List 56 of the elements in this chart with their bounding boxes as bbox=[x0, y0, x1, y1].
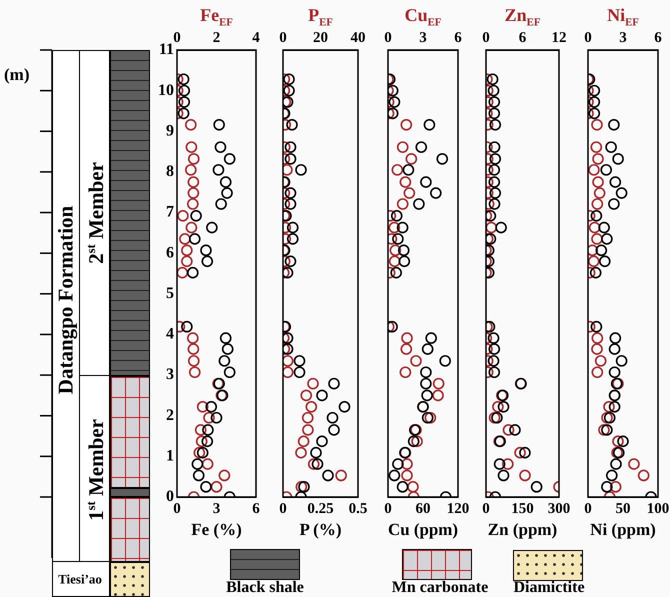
x2-tick-label: 0 bbox=[584, 30, 592, 46]
text: Black shale bbox=[226, 579, 304, 596]
x-tick-label: 60 bbox=[416, 500, 430, 517]
x2-tick-label: 0 bbox=[384, 30, 392, 46]
y-tick-label: 0 bbox=[166, 488, 174, 506]
y-axis-title: (m) bbox=[4, 65, 30, 84]
x2-tick-label: 0 bbox=[279, 30, 287, 46]
y-tick-label: 9 bbox=[166, 122, 174, 140]
x-tick-label: 120 bbox=[446, 500, 470, 517]
y-tick-label: 8 bbox=[166, 163, 174, 180]
x2-tick-label: 6 bbox=[454, 30, 462, 46]
x-axis-title: P (%) bbox=[299, 520, 342, 540]
y-tick-label: 1 bbox=[166, 448, 174, 465]
x-tick-label: 50 bbox=[616, 500, 630, 517]
y-tick-label: 3 bbox=[166, 366, 174, 384]
text: Diamictite bbox=[513, 579, 585, 596]
x-tick-label: 0 bbox=[584, 500, 592, 517]
x-tick-label: 0 bbox=[384, 500, 392, 517]
text: Datangpo Formation bbox=[54, 206, 78, 394]
x2-tick-label: 40 bbox=[350, 30, 366, 46]
x-tick-label: 0 bbox=[279, 500, 287, 517]
x2-axis-title: Fe$_{EF}$ bbox=[200, 5, 233, 29]
x2-tick-label: 6 bbox=[518, 30, 527, 46]
x2-tick-label: 6 bbox=[654, 30, 662, 46]
y-tick-label: 10 bbox=[158, 82, 174, 99]
x-tick-label: 3 bbox=[212, 500, 220, 517]
y-tick-label: 11 bbox=[158, 41, 174, 58]
x2-tick-label: 12 bbox=[552, 30, 566, 46]
x2-tick-label: 2 bbox=[212, 30, 220, 46]
x-tick-label: 300 bbox=[548, 500, 570, 517]
x-tick-label: 0.5 bbox=[348, 500, 368, 517]
x-axis-title: Fe (%) bbox=[191, 520, 242, 540]
x2-tick-label: 0 bbox=[482, 30, 490, 46]
x-axis-title: Cu (ppm) bbox=[388, 520, 458, 540]
x-axis-title: Zn (ppm) bbox=[488, 520, 558, 540]
x2-axis-title: Zn$_{EF}$ bbox=[504, 5, 540, 29]
y-tick-label: 5 bbox=[166, 284, 174, 302]
x2-axis-title: P$_{EF}$ bbox=[308, 5, 333, 29]
x2-tick-label: 20 bbox=[313, 30, 328, 46]
x-axis-title: Ni (ppm) bbox=[590, 520, 656, 540]
text: Tiesi’ao bbox=[58, 572, 102, 586]
x2-tick-label: 4 bbox=[252, 30, 260, 46]
x2-axis-title: Ni$_{EF}$ bbox=[607, 5, 639, 29]
y-tick-label: 6 bbox=[166, 244, 174, 262]
x-tick-label: 0.25 bbox=[307, 500, 334, 517]
y-tick-label: 7 bbox=[166, 204, 174, 221]
text: Mn carbonate bbox=[392, 579, 488, 596]
x2-tick-label: 3 bbox=[419, 30, 427, 46]
y-tick-label: 2 bbox=[166, 406, 174, 424]
x-tick-label: 6 bbox=[252, 500, 260, 517]
x2-tick-label: 3 bbox=[619, 30, 627, 46]
y-tick-label: 4 bbox=[166, 326, 174, 343]
x-tick-label: 100 bbox=[646, 500, 670, 517]
x-tick-label: 0 bbox=[482, 500, 490, 517]
x-tick-label: 150 bbox=[511, 500, 534, 517]
x2-axis-title: Cu$_{EF}$ bbox=[404, 5, 442, 29]
